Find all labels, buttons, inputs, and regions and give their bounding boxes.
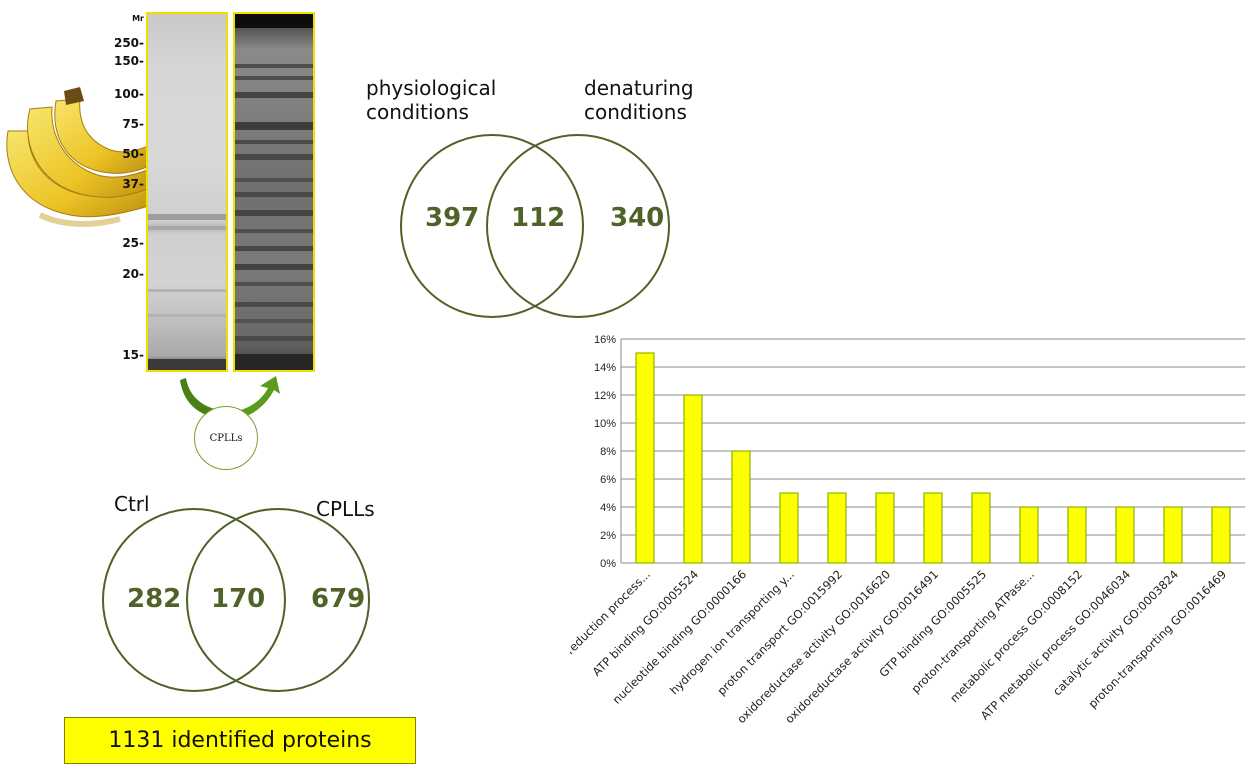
bar <box>1067 506 1087 564</box>
venn-treatment-left-label: Ctrl <box>114 492 150 516</box>
gel-marker-20: 20- <box>122 267 144 281</box>
gel-marker-100: 100- <box>113 87 144 101</box>
venn-conditions-right-label-line2: conditions <box>584 100 687 124</box>
cpll-circle: CPLLs <box>194 406 258 470</box>
y-tick-label: 6% <box>600 474 616 486</box>
venn-conditions-left-only: 397 <box>425 203 480 233</box>
bar <box>683 394 703 564</box>
venn-conditions-right-label-line1: denaturing <box>584 76 694 100</box>
venn-treatment-right-circle <box>186 508 370 692</box>
gel-lane-cplls-bands <box>235 14 313 370</box>
venn-conditions-right-only: 340 <box>610 203 665 233</box>
venn-treatment-diagram <box>102 508 370 692</box>
y-tick-label: 16% <box>594 334 616 346</box>
gel-lane-ctrl <box>146 12 228 372</box>
bar <box>827 492 847 564</box>
y-tick-label: 14% <box>594 362 616 374</box>
gel-marker-25: 25- <box>122 236 144 250</box>
venn-conditions-overlap: 112 <box>511 203 566 233</box>
gel-lane-cplls <box>233 12 315 372</box>
y-tick-label: 2% <box>600 530 616 542</box>
gel-marker-250: 250- <box>113 36 144 50</box>
venn-treatment-left-only: 282 <box>127 584 182 614</box>
gel-lane-ctrl-bands <box>148 214 226 370</box>
venn-treatment-left-circle <box>102 508 286 692</box>
bar <box>1163 506 1183 564</box>
venn-conditions-right-circle <box>486 134 670 318</box>
bar <box>779 492 799 564</box>
gel-marker-37: 37- <box>122 177 144 191</box>
cpll-label: CPLLs <box>209 432 243 444</box>
venn-conditions-left-label-line1: physiological <box>366 76 497 100</box>
venn-treatment-right-label: CPLLs <box>316 497 375 521</box>
bar <box>1019 506 1039 564</box>
y-tick-label: 4% <box>600 502 616 514</box>
venn-treatment-overlap: 170 <box>211 584 266 614</box>
y-tick-label: 8% <box>600 446 616 458</box>
banana-image <box>6 87 159 227</box>
venn-treatment-right-only: 679 <box>311 584 366 614</box>
y-tick-label: 10% <box>594 418 616 430</box>
bar <box>1211 506 1231 564</box>
venn-conditions-left-circle <box>400 134 584 318</box>
venn-conditions-left-label-line2: conditions <box>366 100 469 124</box>
venn-conditions-left-label: physiological conditions <box>366 76 496 124</box>
y-tick-label: 12% <box>594 390 616 402</box>
bar <box>875 492 895 564</box>
venn-conditions-diagram <box>400 134 670 318</box>
y-tick-label: 0% <box>600 558 616 570</box>
bar <box>971 492 991 564</box>
gel-mr-header: Mr <box>132 14 144 23</box>
bar <box>731 450 751 564</box>
gel-marker-150: 150- <box>113 54 144 68</box>
gel-marker-15: 15- <box>122 348 144 362</box>
bar <box>923 492 943 564</box>
identified-proteins-box: 1131 identified proteins <box>64 717 416 764</box>
venn-conditions-right-label: denaturing conditions <box>584 76 694 124</box>
gel-marker-75: 75- <box>122 117 144 131</box>
bar <box>1115 506 1135 564</box>
go-bar-chart: 0%2%4%6%8%10%12%14%16%oxidation-reductio… <box>570 334 1245 726</box>
gel-marker-50: 50- <box>122 147 144 161</box>
bar <box>635 352 655 564</box>
